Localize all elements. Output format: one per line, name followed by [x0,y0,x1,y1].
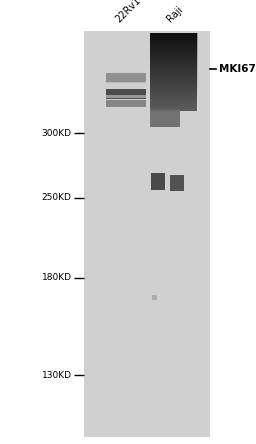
Bar [106,89,146,99]
Bar [106,100,146,107]
Bar [152,295,157,300]
Text: 130KD: 130KD [42,371,72,380]
Text: 250KD: 250KD [42,193,72,202]
Text: Raji: Raji [165,4,185,24]
Text: 180KD: 180KD [42,273,72,282]
Bar [106,73,146,83]
Bar [151,173,165,190]
Text: 22Rv1: 22Rv1 [114,0,143,24]
Bar [150,33,197,111]
Text: 300KD: 300KD [42,129,72,138]
Bar [84,31,210,437]
Bar [106,82,146,84]
Text: MKI67: MKI67 [219,64,256,74]
Bar [106,95,146,98]
Bar [150,109,180,127]
Bar [170,175,184,191]
